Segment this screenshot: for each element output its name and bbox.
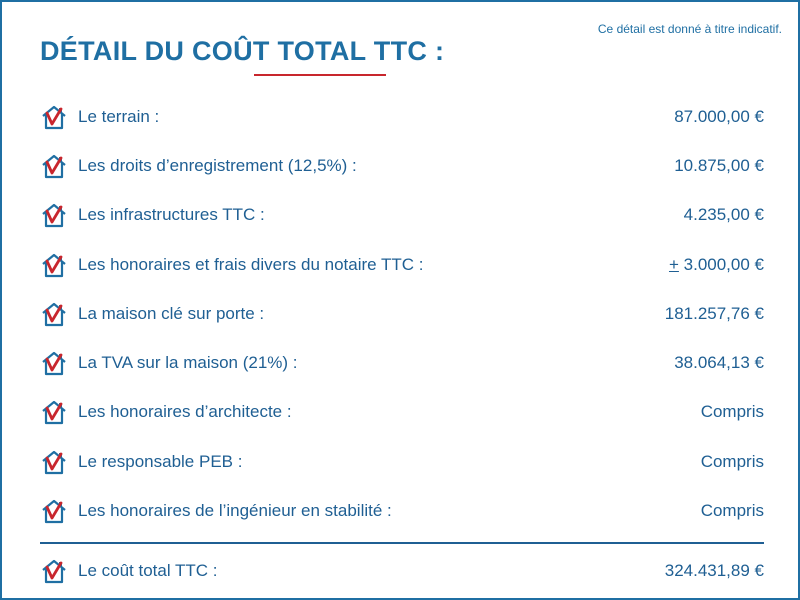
disclaimer-note: Ce détail est donné à titre indicatif.	[597, 22, 782, 36]
house-check-icon	[40, 103, 68, 131]
item-value: Compris	[700, 501, 764, 521]
total-value: 324.431,89 €	[664, 560, 764, 580]
house-check-icon	[40, 201, 68, 229]
house-check-icon	[40, 398, 68, 426]
house-check-icon	[40, 251, 68, 279]
list-item-maison: La maison clé sur porte : 181.257,76 €	[40, 289, 764, 338]
item-value: Compris	[700, 451, 764, 471]
list-item-droits: Les droits d’enregistrement (12,5%) : 10…	[40, 141, 764, 190]
item-amount: 3.000,00 €	[678, 254, 764, 274]
house-check-icon	[40, 497, 68, 525]
page-title: DÉTAIL DU COÛT TOTAL TTC :	[40, 36, 445, 66]
list-item-infrastructures: Les infrastructures TTC : 4.235,00 €	[40, 191, 764, 240]
house-check-icon	[40, 349, 68, 377]
list-item-total: Le coût total TTC : 324.431,89 €	[40, 546, 764, 596]
cost-list: Le terrain : 87.000,00 € Les droits d’en…	[40, 92, 764, 596]
item-label: Les droits d’enregistrement (12,5%) :	[78, 155, 357, 175]
item-label: La TVA sur la maison (21%) :	[78, 353, 298, 373]
item-value: 4.235,00 €	[683, 205, 764, 225]
list-item-tva: La TVA sur la maison (21%) : 38.064,13 €	[40, 338, 764, 387]
item-label: Les infrastructures TTC :	[78, 205, 265, 225]
list-item-architecte: Les honoraires d’architecte : Compris	[40, 388, 764, 437]
house-check-icon	[40, 152, 68, 180]
item-label: Les honoraires de l’ingénieur en stabili…	[78, 501, 392, 521]
item-label: Les honoraires d’architecte :	[78, 402, 292, 422]
list-item-peb: Le responsable PEB : Compris	[40, 437, 764, 486]
item-value: + 3.000,00 €	[669, 255, 764, 275]
item-label: Le responsable PEB :	[78, 451, 243, 471]
house-check-icon	[40, 448, 68, 476]
item-label: Le terrain :	[78, 106, 160, 126]
list-item-terrain: Le terrain : 87.000,00 €	[40, 92, 764, 141]
total-label: Le coût total TTC :	[78, 560, 218, 580]
list-item-ingenieur: Les honoraires de l’ingénieur en stabili…	[40, 486, 764, 535]
item-value: 38.064,13 €	[674, 353, 764, 373]
plus-minus-sign: +	[668, 254, 679, 274]
item-value: 181.257,76 €	[664, 303, 764, 323]
item-value: 10.875,00 €	[674, 155, 764, 175]
item-label: Les honoraires et frais divers du notair…	[78, 254, 424, 274]
house-check-icon	[40, 557, 68, 585]
item-value: 87.000,00 €	[674, 106, 764, 126]
title-underline	[254, 74, 386, 76]
total-divider	[40, 541, 764, 544]
item-value: Compris	[700, 402, 764, 422]
list-item-notaire: Les honoraires et frais divers du notair…	[40, 240, 764, 289]
item-label: La maison clé sur porte :	[78, 303, 265, 323]
house-check-icon	[40, 300, 68, 328]
